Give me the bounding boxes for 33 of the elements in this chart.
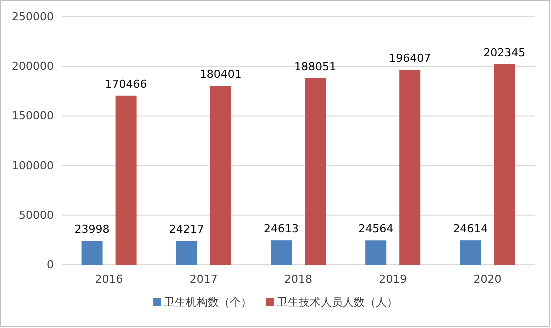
x-tick-label: 2016 [95, 272, 124, 286]
bar [82, 241, 103, 265]
data-label: 196407 [389, 52, 432, 66]
y-tick-label: 0 [47, 258, 54, 272]
y-tick-label: 150000 [12, 110, 54, 123]
data-label: 23998 [74, 223, 110, 236]
data-label: 24217 [169, 222, 204, 236]
legend-label: 卫生机构数（个） [164, 296, 252, 309]
bar [400, 70, 421, 265]
x-tick-label: 2017 [190, 272, 218, 286]
bar [116, 96, 137, 265]
y-tick-label: 100000 [12, 159, 54, 172]
data-label: 24613 [264, 222, 299, 236]
bar [460, 240, 482, 265]
data-label: 170466 [105, 78, 148, 91]
data-label: 24564 [358, 222, 394, 236]
bar [176, 240, 198, 265]
data-label: 202345 [484, 46, 526, 60]
x-tick-label: 2018 [284, 272, 312, 286]
bar [210, 86, 232, 265]
data-label: 180401 [200, 68, 242, 82]
data-label: 188051 [294, 60, 336, 74]
bar [494, 64, 516, 265]
x-tick-label: 2019 [379, 272, 408, 286]
x-tick-label: 2020 [474, 272, 502, 286]
legend-label: 卫生技术人员人数（人） [277, 296, 398, 309]
y-tick-label: 200000 [12, 60, 54, 74]
bar [366, 240, 387, 265]
bar [271, 240, 292, 265]
data-label: 24614 [453, 222, 488, 236]
bar [305, 78, 326, 265]
y-tick-label: 250000 [12, 10, 54, 24]
y-tick-label: 50000 [19, 208, 54, 222]
